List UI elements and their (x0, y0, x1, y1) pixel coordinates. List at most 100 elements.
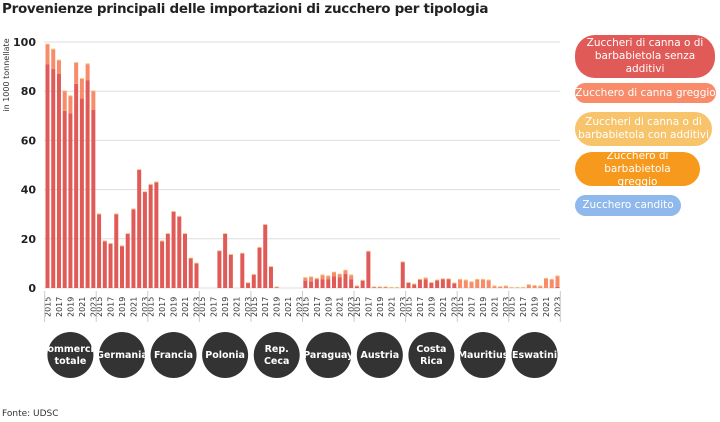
group-label: Rica (420, 356, 443, 367)
legend-item-con-additivi[interactable]: Zuccheri di canna o di barbabietola con … (575, 112, 712, 146)
x-tick-label: 2015 (147, 297, 156, 317)
bar-cap (79, 78, 84, 79)
group-label: Austria (361, 350, 400, 361)
bar-germania-2022 (137, 169, 142, 288)
x-tick-label: 2023 (450, 297, 459, 317)
x-tick-label: 2023 (244, 297, 253, 317)
bar-mauritius-2022 (498, 287, 503, 288)
bar-polonia-2019 (223, 233, 228, 288)
bar-commercio-totale-2020 (74, 83, 79, 288)
chart-title: Provenienze principali delle importazion… (2, 1, 489, 17)
x-tick-label: 2023 (553, 297, 562, 317)
bar-cap (56, 59, 61, 61)
group-badge (459, 332, 506, 378)
bar-francia-2020 (177, 216, 182, 288)
bar-paraguay-2023 (349, 275, 354, 280)
x-tick-label: 2015 (250, 297, 259, 317)
bar-cap (458, 278, 463, 280)
bar-cap (177, 215, 182, 217)
x-tick-label: 2023 (502, 297, 511, 317)
x-tick-label: 2019 (118, 297, 127, 317)
bar-eswatini-2020 (538, 286, 543, 288)
bar-austria-2020 (383, 287, 388, 288)
y-tick-label: 40 (21, 184, 37, 197)
x-tick-label: 2019 (324, 297, 333, 317)
bar-commercio-totale-2016 (51, 69, 56, 288)
bar-cap (372, 286, 377, 288)
x-tick-label: 2021 (439, 297, 448, 317)
bar-cap (74, 62, 79, 63)
x-tick-label: 2019 (66, 297, 75, 317)
group-badge (408, 332, 455, 378)
bar-cap (240, 252, 245, 254)
bar-cap (526, 284, 531, 286)
bar-paraguay-2015 (303, 280, 308, 288)
x-tick-label: 2015 (508, 297, 517, 317)
bar-cap (423, 277, 428, 279)
bar-paraguay-2020 (332, 276, 336, 288)
x-tick-label: 2015 (456, 297, 465, 317)
bar-rep-ceca-2015 (251, 274, 256, 288)
bar-cap (532, 284, 537, 286)
bar-cap (412, 283, 417, 285)
bar-commercio-totale-2018 (62, 91, 67, 111)
x-tick-label: 2019 (170, 297, 179, 317)
bar-paraguay-2015 (303, 277, 308, 281)
bar-paraguay-2021 (337, 277, 342, 288)
bar-eswatini-2018 (526, 285, 531, 288)
bar-cap (137, 169, 142, 170)
bar-francia-2017 (160, 241, 165, 288)
bar-cap (194, 262, 199, 264)
bar-cap (463, 279, 468, 281)
bar-cap (51, 48, 56, 50)
group-label: Paraguay (303, 350, 354, 361)
group-label: Polonia (205, 350, 245, 361)
bar-commercio-totale-2023 (91, 91, 96, 110)
group-badge (511, 332, 558, 378)
bar-cap (549, 278, 554, 280)
bar-cap (503, 285, 508, 287)
bar-cap (440, 278, 445, 280)
bar-costa-rica-2022 (446, 279, 451, 288)
bar-paraguay-2019 (326, 276, 331, 280)
bar-cap (223, 233, 228, 234)
bar-austria-2015 (354, 286, 359, 288)
group-label: Commercio (40, 344, 100, 355)
group-label: Rep. (265, 344, 289, 355)
bar-cap (45, 43, 50, 45)
bar-paraguay-2016 (309, 281, 314, 288)
bar-francia-2015 (148, 184, 153, 288)
group-badge (150, 332, 197, 378)
bar-commercio-totale-2019 (68, 113, 73, 288)
bar-cap (498, 286, 503, 288)
x-tick-label: 2017 (416, 297, 425, 317)
x-tick-label: 2021 (542, 297, 551, 317)
bar-germania-2018 (114, 214, 119, 288)
bar-cap (251, 273, 256, 275)
group-label: Francia (154, 350, 193, 361)
bar-austria-2018 (372, 287, 377, 288)
group-label: Eswatini (512, 350, 557, 361)
bar-cap (97, 213, 102, 215)
x-tick-label: 2017 (313, 297, 322, 317)
bar-cap (314, 277, 319, 279)
bar-eswatini-2023 (555, 286, 560, 288)
bar-mauritius-2016 (463, 280, 468, 288)
bar-cap (165, 233, 170, 234)
bar-cap (435, 279, 440, 281)
legend-item-senza-additivi[interactable]: Zuccheri di canna o di barbabietola senz… (575, 35, 715, 78)
x-tick-label: 2023 (192, 297, 201, 317)
bar-rep-ceca-2019 (274, 287, 279, 288)
legend-item-candito[interactable]: Zucchero candito (575, 195, 681, 216)
bar-cap (509, 286, 514, 288)
bar-cap (417, 278, 422, 280)
legend-item-canna-greggio[interactable]: Zucchero di canna greggio (575, 83, 716, 103)
bar-costa-rica-2019 (429, 282, 434, 288)
y-tick-label: 60 (21, 134, 37, 147)
bar-mauritius-2021 (492, 286, 497, 288)
legend-item-barbabietola-greggio[interactable]: Zucchero di barbabietola greggio (575, 150, 700, 188)
bar-eswatini-2023 (555, 276, 560, 287)
bar-cap (257, 246, 262, 248)
bar-cap (349, 274, 354, 276)
